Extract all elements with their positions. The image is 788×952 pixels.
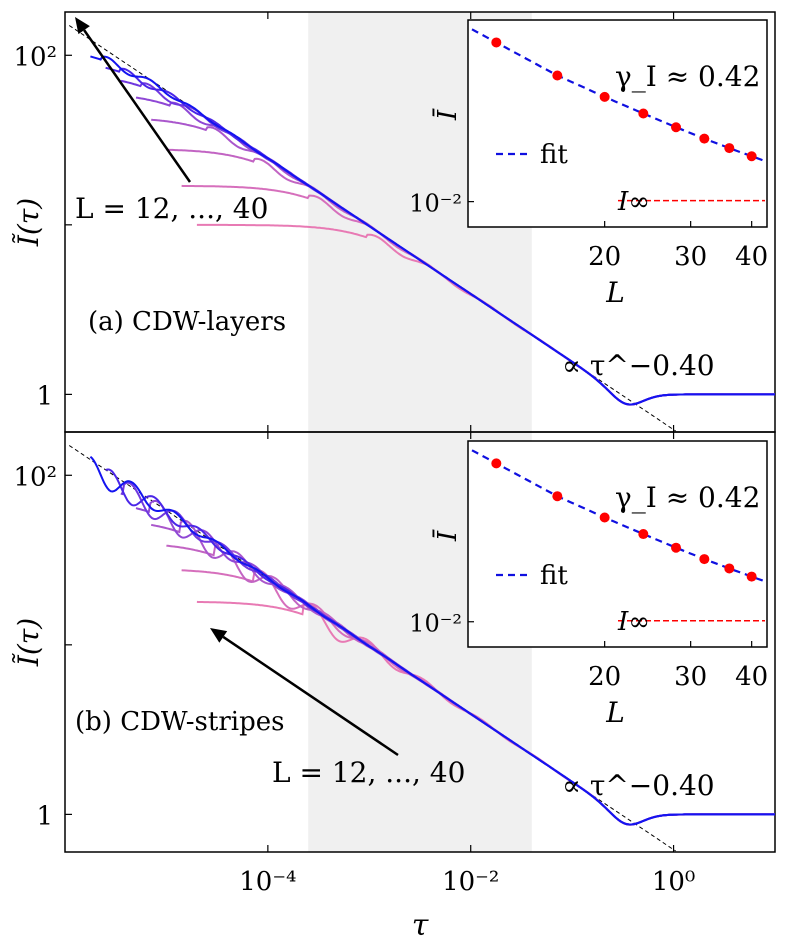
panel-a-inset-data-point [599,91,610,102]
panel-b-inset-y-label: Ī [432,529,463,542]
panel-b-inset-x-tick-label: 30 [674,662,707,692]
panel-b-inset-data-point [491,458,502,469]
panel-b-arrow-label: L = 12, ..., 40 [272,756,465,789]
panel-b-inset-x-label: L [605,696,625,729]
panel-b-axes-frame [64,431,776,853]
panel-b-inset-x-tick-label: 20 [588,662,621,692]
panel-b-y-tick-label-1: 1 [36,801,53,831]
panel-b-inset-data-point [699,554,710,565]
plot-layer [64,11,776,853]
panel-b-inset-data-point [599,512,610,523]
panel-a-inset-asymptote-label: I∞ [617,187,650,217]
panel-a-size-arrow-head [75,17,90,35]
panel-a-inset-data-point [746,151,757,162]
panel-a-inset-x-tick-label: 40 [735,242,768,272]
panel-a-title: (a) CDW-layers [88,307,286,337]
panel-a-inset-x-tick-label: 30 [674,242,707,272]
panel-a-powerlaw-label: ∝ τ^−0.40 [562,349,715,382]
panel-a-inset-data-point [552,70,563,81]
panel-a-inset-data-point [638,108,649,119]
panel-a-inset-x-label: L [605,276,625,309]
panel-b-inset-y-tick-label: 10⁻² [409,610,462,638]
panel-a-inset-data-point [491,37,502,48]
x-axis-label: τ [412,908,429,943]
panel-a-y-tick-label-1: 1 [36,381,53,411]
x-tick-label: 10⁰ [652,867,696,897]
panel-b-y-axis-label: Ĩ(τ) [12,618,45,667]
panel-b-inset-x-tick-label: 40 [735,662,768,692]
panel-a-inset-x-tick-label: 20 [588,242,621,272]
panel-b-inset-asymptote-label: I∞ [617,607,650,637]
panel-a-inset-legend-label: fit [540,140,568,170]
text-layer: τ (a) CDW-layers L = 12, ..., 40 ∝ τ^−0.40… [12,42,768,943]
panel-a-inset-gamma-label: γ_I ≈ 0.42 [615,60,760,93]
x-tick-label: 10⁻⁴ [239,867,296,897]
panel-b-inset-data-point [746,571,757,582]
panel-b-title: (b) CDW-stripes [75,707,284,737]
panel-a-size-arrow-shaft [83,29,192,183]
panel-b-inset-data-point [724,563,735,574]
panel-a-inset-y-label: Ī [432,108,463,121]
panel-a-series-line-l40 [90,55,775,406]
panel-b-inset-data-point [671,542,682,553]
panel-a-y-tick-label-100: 10² [13,42,57,72]
panel-b-inset-data-point [552,491,563,502]
panel-a-inset-data-point [699,133,710,144]
panel-b-powerlaw-label: ∝ τ^−0.40 [562,769,715,802]
panel-b-y-tick-label-100: 10² [13,462,57,492]
x-tick-label: 10⁻² [442,867,499,897]
panel-b-inset-legend-label: fit [540,561,568,591]
panel-a-y-axis-label: Ĩ(τ) [12,198,45,247]
panel-b-size-arrow-head [210,628,228,643]
panel-b-size-arrow-shaft [222,635,399,757]
panel-a-inset-y-tick-label: 10⁻² [409,190,462,218]
panel-a-arrow-label: L = 12, ..., 40 [75,192,268,225]
panel-b-inset-gamma-label: γ_I ≈ 0.42 [615,481,760,514]
panel-b-series-line-l40 [89,455,775,826]
panel-b-inset-data-point [638,529,649,540]
panel-a-inset-data-point [724,143,735,154]
panel-a-inset-data-point [671,122,682,133]
